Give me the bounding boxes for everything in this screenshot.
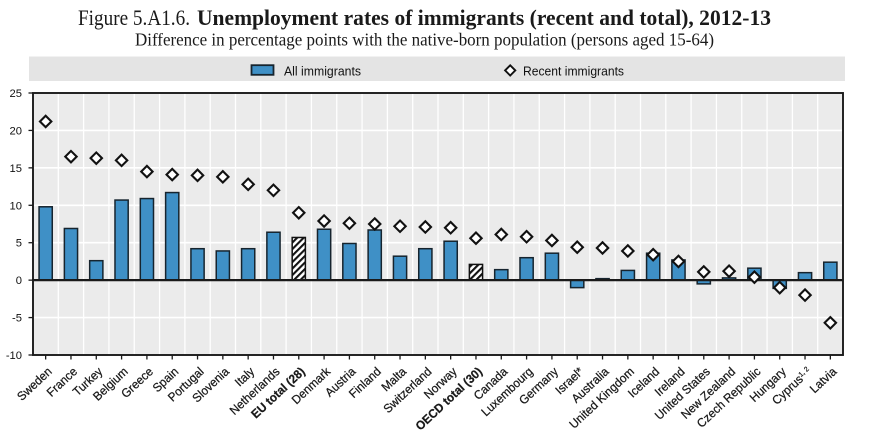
svg-text:All immigrants: All immigrants bbox=[284, 63, 361, 78]
svg-text:Recent immigrants: Recent immigrants bbox=[523, 63, 624, 78]
svg-text:20: 20 bbox=[10, 125, 22, 137]
svg-text:0: 0 bbox=[16, 275, 22, 287]
svg-text:Unemployment rates of immigran: Unemployment rates of immigrants (recent… bbox=[197, 5, 771, 30]
svg-text:25: 25 bbox=[10, 88, 22, 100]
svg-text:-5: -5 bbox=[12, 313, 22, 325]
svg-text:Difference in percentage point: Difference in percentage points with the… bbox=[135, 30, 714, 50]
svg-text:-10: -10 bbox=[6, 350, 22, 362]
svg-text:5: 5 bbox=[16, 238, 22, 250]
svg-text:10: 10 bbox=[10, 200, 22, 212]
svg-text:Figure 5.A1.6.: Figure 5.A1.6. bbox=[78, 5, 190, 30]
svg-text:15: 15 bbox=[10, 163, 22, 175]
